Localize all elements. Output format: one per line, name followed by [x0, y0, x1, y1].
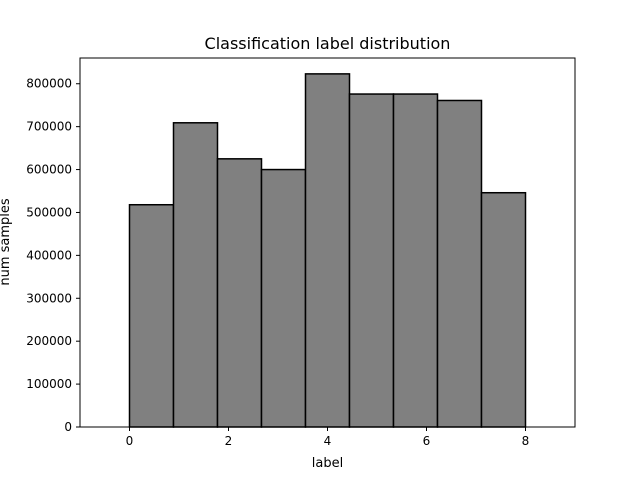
y-tick-label: 700000 — [26, 120, 72, 134]
x-axis-ticks: 0 2 4 6 8 — [126, 427, 530, 448]
bars-group — [128, 73, 527, 428]
y-axis-ticks: 0 100000 200000 300000 400000 500000 600000 700… — [26, 77, 80, 434]
histogram-bar — [304, 73, 351, 428]
histogram-bar — [260, 168, 307, 428]
chart-title: Classification label distribution — [205, 34, 451, 53]
histogram-bar — [392, 93, 439, 428]
y-axis-label: num samples — [0, 198, 13, 286]
x-tick-label: 0 — [126, 434, 134, 448]
histogram-bar — [172, 122, 219, 428]
histogram-bar — [480, 191, 527, 428]
y-tick-label: 200000 — [26, 334, 72, 348]
x-tick-label: 4 — [324, 434, 332, 448]
histogram-bar — [128, 203, 175, 428]
x-axis-label: label — [312, 456, 343, 471]
histogram-bar — [348, 93, 395, 428]
y-tick-label: 600000 — [26, 163, 72, 177]
x-tick-label: 2 — [225, 434, 233, 448]
y-tick-label: 800000 — [26, 77, 72, 91]
y-tick-label: 0 — [64, 420, 72, 434]
y-tick-label: 500000 — [26, 205, 72, 219]
histogram-bar — [216, 158, 263, 428]
y-tick-label: 400000 — [26, 248, 72, 262]
y-tick-label: 100000 — [26, 377, 72, 391]
x-tick-label: 8 — [522, 434, 530, 448]
x-tick-label: 6 — [423, 434, 431, 448]
y-tick-label: 300000 — [26, 291, 72, 305]
histogram-bar — [436, 99, 483, 428]
